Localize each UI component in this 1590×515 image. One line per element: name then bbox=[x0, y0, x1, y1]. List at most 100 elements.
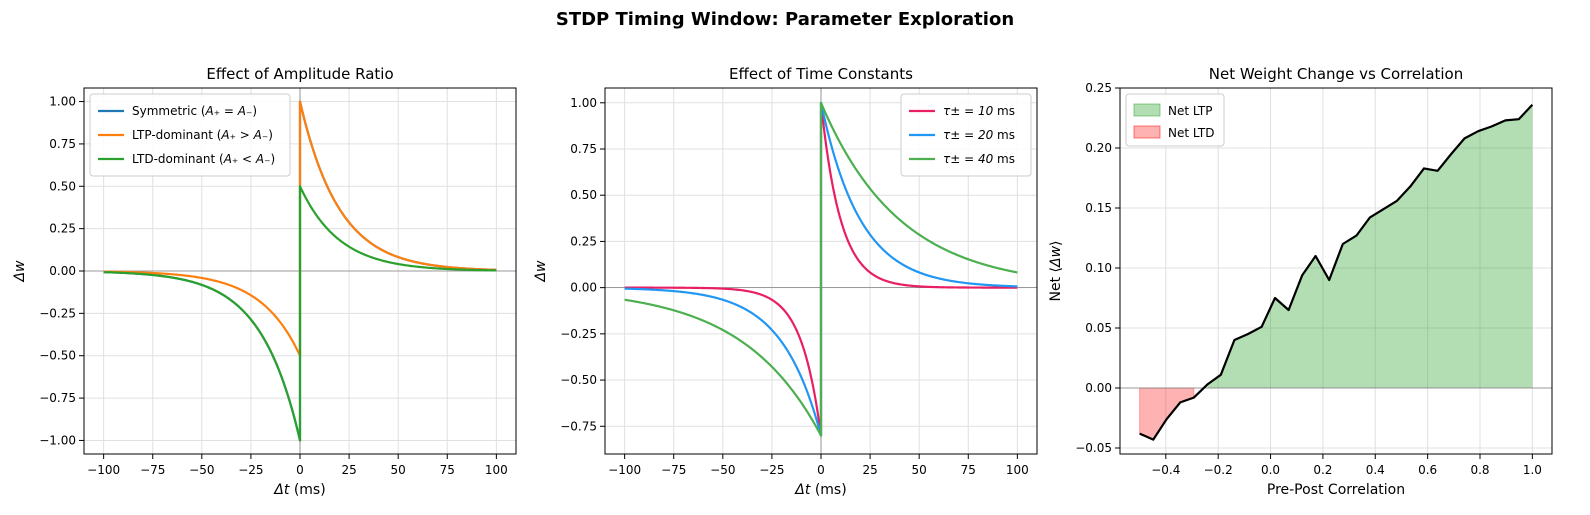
x-tick-label: −25 bbox=[759, 463, 784, 477]
y-tick-label: −1.00 bbox=[39, 433, 76, 447]
y-axis-label: Δw bbox=[12, 260, 28, 283]
y-tick-label: 0.10 bbox=[1085, 261, 1112, 275]
x-tick-label: 1.0 bbox=[1523, 463, 1542, 477]
legend-swatch bbox=[1133, 103, 1161, 117]
legend-entry-suffix: ms bbox=[993, 152, 1015, 166]
net-ltp-area bbox=[1207, 104, 1533, 389]
panel-net-weight-change: −0.4 −0.2 0.0 0.2 0.4 0.6 0.8 1.0 −0.05 0.00 0.05 0… bbox=[1048, 65, 1553, 498]
x-tick-label: 50 bbox=[391, 463, 406, 477]
legend-entry: τ± = 40 ms bbox=[943, 152, 1015, 166]
x-tick-label: −100 bbox=[87, 463, 120, 477]
legend-entry-math: A₊ < A₋ bbox=[223, 152, 271, 166]
y-tick-label: 0.75 bbox=[570, 142, 597, 156]
x-axis-label: Pre-Post Correlation bbox=[1267, 482, 1405, 498]
x-axis-label-unit: (ms) bbox=[289, 482, 325, 498]
x-tick-label: 75 bbox=[961, 463, 976, 477]
y-tick-label: 0.05 bbox=[1085, 321, 1112, 335]
x-tick-label: 100 bbox=[485, 463, 508, 477]
legend-box bbox=[89, 93, 291, 177]
legend-entry: LTD-dominant (A₊ < A₋) bbox=[132, 152, 275, 166]
y-tick-label: 0.00 bbox=[570, 281, 597, 295]
legend-entry-prefix: Symmetric ( bbox=[132, 104, 206, 118]
legend-entry-math: τ± = 10 bbox=[943, 104, 994, 118]
series-line-3 bbox=[103, 185, 497, 442]
panel-title: Net Weight Change vs Correlation bbox=[1209, 65, 1464, 83]
y-tick-label: 0.00 bbox=[1085, 381, 1112, 395]
y-tick-label: −0.25 bbox=[560, 327, 597, 341]
x-tick-label: −100 bbox=[608, 463, 641, 477]
y-tick-label: 0.00 bbox=[49, 264, 76, 278]
legend-entry-suffix: ms bbox=[993, 128, 1015, 142]
legend: Net LTP Net LTD bbox=[1125, 93, 1225, 147]
y-tick-label: 0.75 bbox=[49, 137, 76, 151]
x-tick-label: 100 bbox=[1006, 463, 1029, 477]
panel-time-constants: −100 −75 −50 −25 0 25 50 75 100 −0.75 −0.50 −0.25 0.… bbox=[533, 65, 1038, 498]
panel-title: Effect of Amplitude Ratio bbox=[206, 65, 393, 83]
net-ltd-area bbox=[1139, 387, 1195, 441]
x-tick-label: 50 bbox=[912, 463, 927, 477]
y-axis-label: Net ⟨Δw⟩ bbox=[1048, 241, 1064, 302]
legend-entry-math: A₊ > A₋ bbox=[220, 128, 268, 142]
x-tick-label: −0.2 bbox=[1204, 463, 1233, 477]
legend-swatch bbox=[1133, 125, 1161, 139]
panel-title: Effect of Time Constants bbox=[729, 65, 913, 83]
legend-entry: Net LTD bbox=[1168, 126, 1214, 140]
legend-entry-suffix: ) bbox=[270, 152, 275, 166]
series-line-3 bbox=[624, 101, 1018, 437]
y-axis-label-prefix: Net ⟨ bbox=[1048, 267, 1064, 302]
legend-entry-suffix: ms bbox=[993, 104, 1015, 118]
x-axis-label: Δt (ms) bbox=[794, 482, 846, 498]
x-tick-label: 0 bbox=[296, 463, 304, 477]
legend-entry: Symmetric (A₊ = A₋) bbox=[132, 104, 257, 118]
y-tick-label: 0.20 bbox=[1085, 141, 1112, 155]
x-tick-label: 0.0 bbox=[1261, 463, 1280, 477]
legend-entry-prefix: LTD-dominant ( bbox=[132, 152, 224, 166]
y-tick-label: −0.75 bbox=[560, 419, 597, 433]
legend: Symmetric (A₊ = A₋)LTP-dominant (A₊ > A₋… bbox=[89, 93, 291, 177]
y-tick-label: 1.00 bbox=[49, 95, 76, 109]
legend-entry: Net LTP bbox=[1168, 104, 1212, 118]
y-axis-label-suffix: ⟩ bbox=[1048, 241, 1064, 246]
y-tick-label: 0.25 bbox=[49, 222, 76, 236]
x-tick-label: −75 bbox=[661, 463, 686, 477]
x-tick-label: −50 bbox=[710, 463, 735, 477]
legend-entry-math: A₊ = A₋ bbox=[205, 104, 253, 118]
y-tick-label: −0.75 bbox=[39, 391, 76, 405]
legend: τ± = 10 msτ± = 20 msτ± = 40 ms bbox=[900, 93, 1032, 177]
y-tick-label: −0.50 bbox=[39, 349, 76, 363]
x-tick-label: 0.8 bbox=[1470, 463, 1489, 477]
y-tick-label: 0.15 bbox=[1085, 201, 1112, 215]
x-tick-label: −50 bbox=[189, 463, 214, 477]
legend-entry-math: τ± = 40 bbox=[943, 152, 994, 166]
x-axis-label-var: Δt bbox=[273, 482, 290, 498]
y-tick-label: 0.50 bbox=[570, 188, 597, 202]
x-tick-label: −75 bbox=[140, 463, 165, 477]
legend-entry-suffix: ) bbox=[268, 128, 273, 142]
legend-box bbox=[1125, 93, 1225, 147]
x-tick-label: 0.6 bbox=[1418, 463, 1437, 477]
x-tick-label: −25 bbox=[238, 463, 263, 477]
legend-entry-suffix: ) bbox=[252, 104, 257, 118]
legend-entry: LTP-dominant (A₊ > A₋) bbox=[132, 128, 273, 142]
y-axis-label: Δw bbox=[533, 260, 549, 283]
legend-entry: τ± = 20 ms bbox=[943, 128, 1015, 142]
legend-entry: τ± = 10 ms bbox=[943, 104, 1015, 118]
y-tick-label: −0.25 bbox=[39, 306, 76, 320]
x-axis-label-unit: (ms) bbox=[810, 482, 846, 498]
x-tick-label: 25 bbox=[341, 463, 356, 477]
legend-entry-prefix: LTP-dominant ( bbox=[132, 128, 221, 142]
x-tick-label: 0 bbox=[817, 463, 825, 477]
net-change-line bbox=[1139, 104, 1534, 441]
x-tick-label: 0.2 bbox=[1313, 463, 1332, 477]
x-axis-label-var: Δt bbox=[794, 482, 811, 498]
y-axis-label-var: Δw bbox=[1048, 245, 1064, 268]
x-tick-label: 75 bbox=[440, 463, 455, 477]
legend-entry-math: τ± = 20 bbox=[943, 128, 994, 142]
plot-frame bbox=[1119, 87, 1553, 455]
y-tick-label: 1.00 bbox=[570, 96, 597, 110]
panel-amplitude-ratio: −100 −75 −50 −25 0 25 50 75 100 −1.00 −0.75 −0.50 −0… bbox=[12, 65, 517, 498]
y-tick-label: −0.50 bbox=[560, 373, 597, 387]
figure-title: STDP Timing Window: Parameter Exploratio… bbox=[556, 9, 1014, 30]
x-tick-label: 25 bbox=[862, 463, 877, 477]
